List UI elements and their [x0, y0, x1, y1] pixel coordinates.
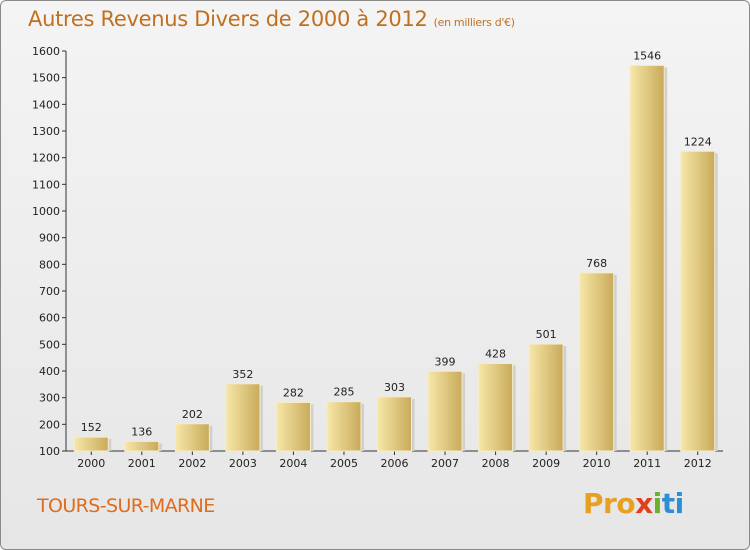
y-tick-label: 700: [39, 285, 60, 298]
y-tick-label: 600: [39, 312, 60, 325]
value-label: 1224: [684, 135, 712, 148]
x-tick-label: 2010: [583, 457, 611, 470]
x-tick-label: 2006: [381, 457, 409, 470]
value-label: 352: [232, 368, 253, 381]
y-tick-label: 1000: [32, 205, 60, 218]
value-label: 428: [485, 348, 506, 361]
bar-2011: [629, 64, 665, 452]
bar-2006: [377, 396, 412, 452]
title-text: Autres Revenus Divers de 2000 à 2012: [28, 7, 428, 31]
value-label: 303: [384, 381, 405, 394]
bar-2007: [427, 370, 463, 452]
y-tick-label: 500: [39, 338, 60, 351]
y-tick-label: 800: [39, 258, 60, 271]
x-tick-label: 2009: [532, 457, 560, 470]
x-tick-label: 2011: [633, 457, 661, 470]
y-tick-label: 1400: [32, 98, 60, 111]
value-label: 152: [81, 421, 102, 434]
x-tick-label: 2004: [279, 457, 307, 470]
x-tick-label: 2000: [77, 457, 105, 470]
x-tick-label: 2012: [684, 457, 712, 470]
bar-2000: [73, 436, 109, 452]
value-label: 768: [586, 257, 607, 270]
bar-2005: [326, 401, 362, 452]
bar-2010: [579, 272, 615, 452]
value-label: 399: [435, 355, 456, 368]
y-tick-label: 400: [39, 365, 60, 378]
y-tick-label: 1100: [32, 178, 60, 191]
value-label: 202: [182, 408, 203, 421]
y-tick-label: 1300: [32, 125, 60, 138]
x-tick-label: 2007: [431, 457, 459, 470]
bar-2001: [124, 440, 160, 452]
title-unit: (en milliers d'€): [433, 16, 515, 29]
y-tick-label: 200: [39, 418, 60, 431]
bar-2003: [225, 383, 261, 452]
y-tick-label: 900: [39, 232, 60, 245]
bar-2002: [174, 423, 210, 452]
chart-title: Autres Revenus Divers de 2000 à 2012 (en …: [28, 7, 515, 31]
value-label: 1546: [633, 49, 661, 62]
value-label: 282: [283, 386, 304, 399]
x-tick-label: 2003: [229, 457, 257, 470]
location-label: TOURS-SUR-MARNE: [37, 495, 215, 517]
y-tick-label: 1600: [32, 45, 60, 58]
value-label: 501: [536, 328, 557, 341]
bar-2008: [478, 363, 514, 452]
value-label: 136: [131, 425, 152, 438]
bar-2012: [680, 150, 716, 452]
value-label: 285: [333, 386, 354, 399]
bar-2009: [528, 343, 564, 452]
y-tick-label: 1200: [32, 152, 60, 165]
y-tick-label: 100: [39, 445, 60, 458]
bar-2004: [275, 401, 311, 452]
y-tick-label: 1500: [32, 72, 60, 85]
x-tick-label: 2002: [178, 457, 206, 470]
x-tick-label: 2001: [128, 457, 156, 470]
x-tick-label: 2008: [482, 457, 510, 470]
x-tick-label: 2005: [330, 457, 358, 470]
proxiti-logo[interactable]: Proxiti: [583, 487, 684, 520]
y-tick-label: 300: [39, 392, 60, 405]
